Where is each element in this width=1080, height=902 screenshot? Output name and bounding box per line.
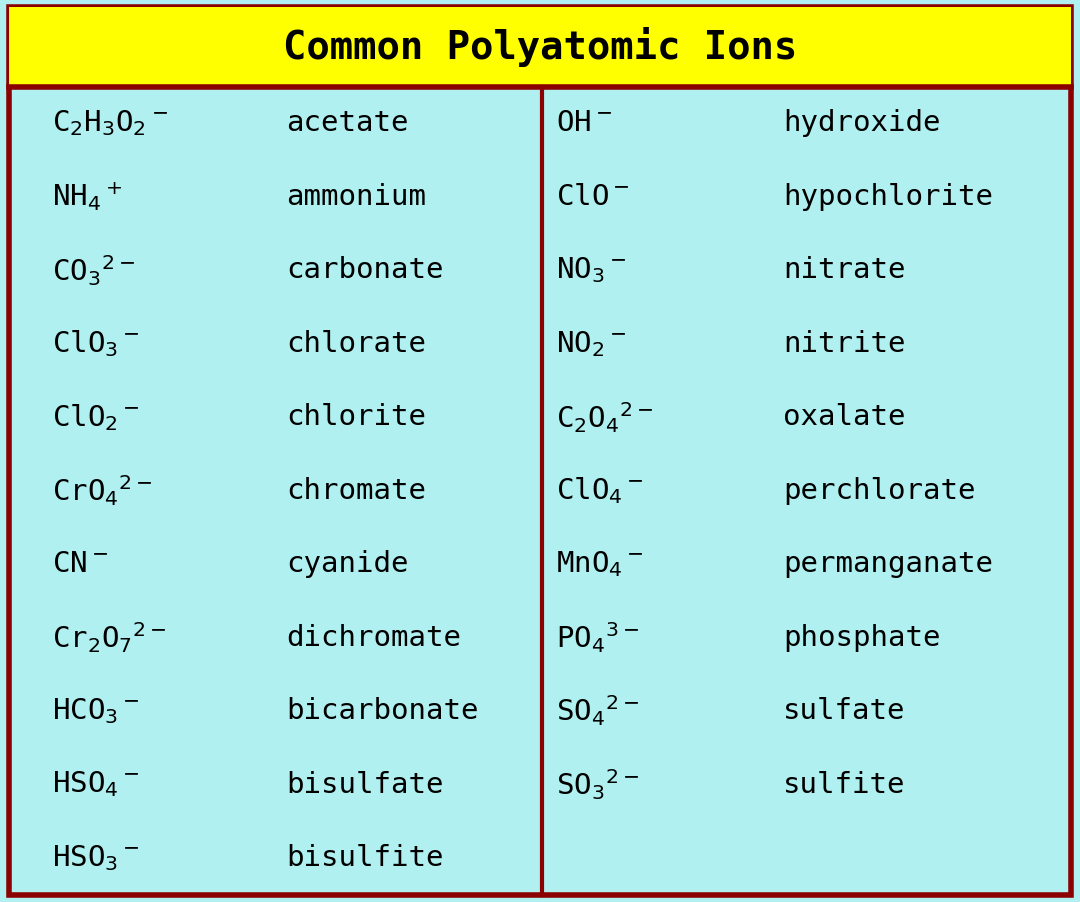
Text: nitrate: nitrate	[783, 256, 905, 284]
Text: CrO$_4$$^{2-}$: CrO$_4$$^{2-}$	[52, 474, 152, 508]
Text: acetate: acetate	[286, 109, 408, 137]
Text: OH$^-$: OH$^-$	[556, 109, 612, 137]
Text: sulfate: sulfate	[783, 697, 905, 725]
Text: CN$^-$: CN$^-$	[52, 550, 108, 578]
Text: HCO$_3$$^-$: HCO$_3$$^-$	[52, 696, 139, 726]
Text: PO$_4$$^{3-}$: PO$_4$$^{3-}$	[556, 621, 639, 655]
Text: cyanide: cyanide	[286, 550, 408, 578]
Text: dichromate: dichromate	[286, 623, 461, 651]
Text: perchlorate: perchlorate	[783, 476, 975, 505]
Text: bisulfate: bisulfate	[286, 770, 444, 798]
Text: bisulfite: bisulfite	[286, 844, 444, 872]
Text: ClO$^-$: ClO$^-$	[556, 183, 630, 211]
Text: HSO$_4$$^-$: HSO$_4$$^-$	[52, 769, 139, 799]
Text: ClO$_4$$^-$: ClO$_4$$^-$	[556, 475, 644, 506]
Text: chlorite: chlorite	[286, 403, 427, 431]
Text: C$_2$H$_3$O$_2$$^-$: C$_2$H$_3$O$_2$$^-$	[52, 108, 167, 138]
Text: NO$_3$$^-$: NO$_3$$^-$	[556, 255, 626, 285]
Text: nitrite: nitrite	[783, 330, 905, 358]
Text: hydroxide: hydroxide	[783, 109, 941, 137]
Text: Cr$_2$O$_7$$^{2-}$: Cr$_2$O$_7$$^{2-}$	[52, 621, 166, 655]
Text: NH$_4$$^+$: NH$_4$$^+$	[52, 180, 122, 213]
Text: HSO$_3$$^-$: HSO$_3$$^-$	[52, 843, 139, 873]
Bar	[9, 7, 1071, 87]
Text: SO$_3$$^{2-}$: SO$_3$$^{2-}$	[556, 768, 639, 802]
Text: NO$_2$$^-$: NO$_2$$^-$	[556, 329, 626, 359]
Text: CO$_3$$^{2-}$: CO$_3$$^{2-}$	[52, 253, 135, 288]
Text: bicarbonate: bicarbonate	[286, 697, 478, 725]
Text: Common Polyatomic Ions: Common Polyatomic Ions	[283, 27, 797, 67]
Text: oxalate: oxalate	[783, 403, 905, 431]
Text: sulfite: sulfite	[783, 770, 905, 798]
Text: MnO$_4$$^-$: MnO$_4$$^-$	[556, 549, 644, 579]
Text: permanganate: permanganate	[783, 550, 993, 578]
Text: chlorate: chlorate	[286, 330, 427, 358]
Text: C$_2$O$_4$$^{2-}$: C$_2$O$_4$$^{2-}$	[556, 400, 653, 435]
Text: ClO$_2$$^-$: ClO$_2$$^-$	[52, 401, 139, 433]
Text: hypochlorite: hypochlorite	[783, 183, 993, 211]
Text: ClO$_3$$^-$: ClO$_3$$^-$	[52, 328, 139, 359]
Text: carbonate: carbonate	[286, 256, 444, 284]
Text: ammonium: ammonium	[286, 183, 427, 211]
Text: phosphate: phosphate	[783, 623, 941, 651]
Text: chromate: chromate	[286, 476, 427, 505]
Text: SO$_4$$^{2-}$: SO$_4$$^{2-}$	[556, 694, 639, 729]
